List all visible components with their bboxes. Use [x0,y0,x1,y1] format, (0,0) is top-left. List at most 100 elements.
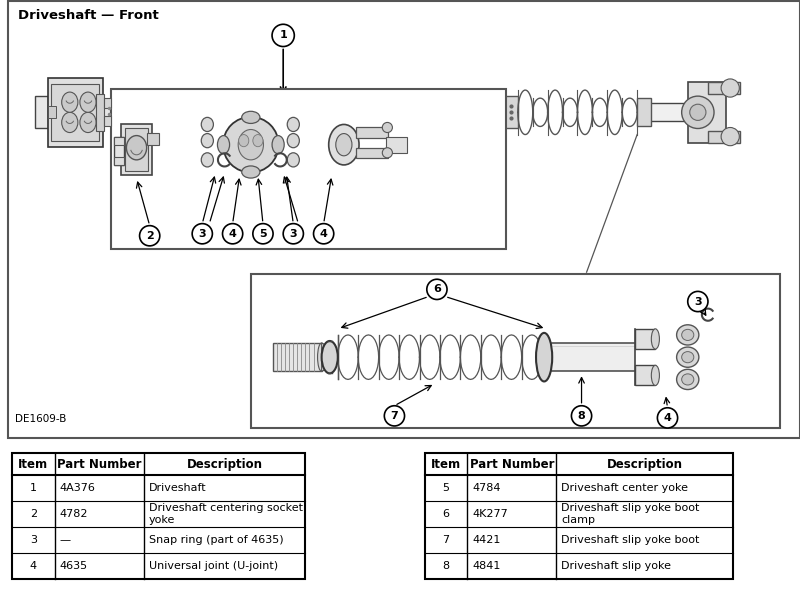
Ellipse shape [223,117,278,173]
Bar [126,128,148,171]
Ellipse shape [682,329,694,340]
Text: 3: 3 [30,535,37,545]
Text: Item: Item [18,457,49,470]
Text: Driveshaft slip yoke boot: Driveshaft slip yoke boot [562,535,700,545]
Bar [104,98,111,108]
Text: Snap ring (part of 4635): Snap ring (part of 4635) [149,535,283,545]
Circle shape [721,79,739,97]
Text: 8: 8 [578,411,586,421]
Circle shape [658,408,678,428]
Text: Driveshaft centering socket: Driveshaft centering socket [149,503,302,513]
Ellipse shape [242,166,260,178]
Text: 1: 1 [30,483,37,493]
Text: 3: 3 [290,229,297,239]
Bar [96,94,104,131]
Ellipse shape [382,148,393,158]
Circle shape [571,406,592,426]
Ellipse shape [682,352,694,363]
Text: 2: 2 [30,509,37,519]
Text: Description: Description [186,457,262,470]
Bar [111,89,506,249]
Ellipse shape [253,135,263,147]
Bar [114,137,124,165]
Bar [122,125,152,175]
Ellipse shape [677,369,699,389]
Polygon shape [322,343,330,371]
Bar [35,96,47,128]
Text: 4635: 4635 [60,561,88,571]
Bar [708,131,740,142]
Ellipse shape [62,112,78,132]
Bar [111,99,504,125]
Text: 6: 6 [433,284,441,294]
Bar [114,137,124,145]
Ellipse shape [202,118,214,132]
Bar [425,453,734,579]
Bar [103,106,115,118]
Ellipse shape [382,122,393,132]
Bar [114,157,124,165]
Text: 2: 2 [146,230,154,241]
Text: Part Number: Part Number [57,457,142,470]
Text: DE1609-B: DE1609-B [15,414,66,424]
Ellipse shape [287,118,299,132]
Text: 4: 4 [320,229,327,239]
Ellipse shape [682,374,694,385]
Text: 7: 7 [390,411,398,421]
Ellipse shape [329,125,359,165]
Bar [47,106,56,118]
Bar [708,82,740,94]
Ellipse shape [318,343,326,371]
Circle shape [682,96,714,128]
Ellipse shape [322,341,338,374]
Ellipse shape [80,112,96,132]
Bar [504,96,518,128]
Circle shape [384,406,405,426]
Circle shape [688,291,708,311]
Bar [12,453,306,579]
Text: 4421: 4421 [472,535,501,545]
Text: yoke: yoke [149,515,175,525]
Text: Driveshaft center yoke: Driveshaft center yoke [562,483,688,493]
Bar [635,329,655,349]
Bar [251,274,780,428]
Bar [356,148,388,158]
Circle shape [314,223,334,244]
Ellipse shape [287,134,299,148]
Circle shape [427,280,447,300]
Circle shape [283,223,303,244]
Ellipse shape [218,135,230,154]
Ellipse shape [126,135,146,160]
Text: 4K277: 4K277 [472,509,508,519]
Bar [688,82,726,142]
Bar [552,343,635,371]
Ellipse shape [651,329,659,349]
Bar [386,137,406,153]
Circle shape [272,24,294,47]
Text: 8: 8 [442,561,450,571]
Bar [651,103,688,121]
Text: —: — [60,535,70,545]
Text: Driveshaft slip yoke: Driveshaft slip yoke [562,561,671,571]
Text: 4784: 4784 [472,483,501,493]
Circle shape [721,128,739,146]
Ellipse shape [62,92,78,112]
Circle shape [192,223,212,244]
Circle shape [253,223,273,244]
Text: Part Number: Part Number [470,457,554,470]
Bar [635,365,655,385]
Text: Universal joint (U-joint): Universal joint (U-joint) [149,561,278,571]
Circle shape [139,226,160,246]
Ellipse shape [202,153,214,167]
Text: clamp: clamp [562,515,595,525]
Ellipse shape [238,129,263,160]
Ellipse shape [242,111,260,124]
Ellipse shape [80,92,96,112]
Text: Description: Description [606,457,682,470]
Ellipse shape [336,134,352,156]
Text: 6: 6 [442,509,450,519]
Text: Driveshaft: Driveshaft [149,483,206,493]
Bar [50,84,99,141]
Bar [146,132,158,145]
Text: Item: Item [431,457,461,470]
